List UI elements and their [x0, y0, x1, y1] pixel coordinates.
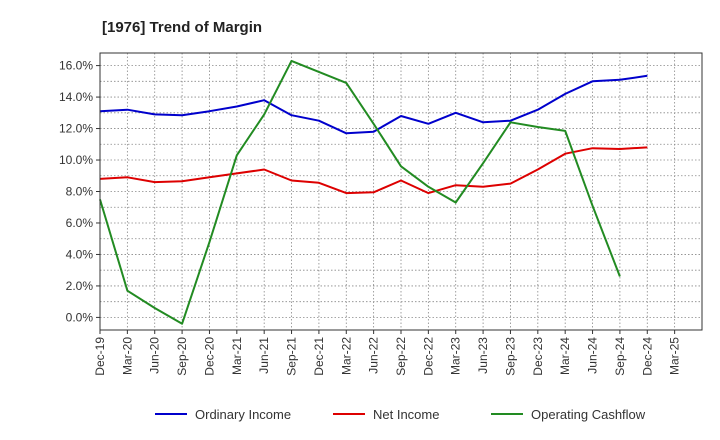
- x-axis-ticks: Dec-19 Mar-20 Jun-20 Sep-20 Dec-20 Mar-21 Jun-…: [93, 330, 682, 376]
- series-line-ordinary-income: [99, 74, 648, 135]
- x-tick-label: Dec-19: [93, 337, 107, 376]
- legend-label-net-income: Net Income: [373, 407, 439, 422]
- legend: Ordinary Income Net Income Operating Cashf…: [155, 407, 646, 422]
- y-tick-label: 14.0%: [59, 90, 93, 104]
- x-tick-label: Jun-22: [367, 337, 381, 374]
- legend-label-ordinary-income: Ordinary Income: [195, 407, 291, 422]
- y-tick-label: 12.0%: [59, 122, 93, 136]
- x-tick-label: Mar-25: [668, 337, 682, 375]
- x-tick-label: Sep-20: [175, 337, 189, 376]
- x-tick-label: Mar-24: [558, 337, 572, 375]
- plot-area-frame: [99, 52, 703, 331]
- y-tick-label: 0.0%: [66, 310, 94, 324]
- y-axis-ticks: 0.0% 2.0% 4.0% 6.0% 8.0% 10.0% 12.0% 14.0% 16.0%: [59, 59, 100, 324]
- x-tick-label: Sep-22: [394, 337, 408, 376]
- series-line-operating-cashflow: [99, 59, 621, 325]
- series-line-net-income: [99, 146, 648, 195]
- y-tick-label: 10.0%: [59, 153, 93, 167]
- x-tick-label: Dec-22: [421, 337, 435, 376]
- x-tick-label: Mar-23: [449, 337, 463, 375]
- y-tick-label: 16.0%: [59, 59, 93, 73]
- y-tick-label: 4.0%: [66, 247, 94, 261]
- x-tick-label: Dec-20: [202, 337, 216, 376]
- x-tick-label: Sep-23: [503, 337, 517, 376]
- y-tick-label: 8.0%: [66, 185, 94, 199]
- x-tick-label: Dec-23: [531, 337, 545, 376]
- series-lines: [99, 59, 648, 325]
- x-tick-label: Mar-21: [230, 337, 244, 375]
- y-tick-label: 2.0%: [66, 279, 94, 293]
- x-tick-label: Sep-24: [613, 337, 627, 376]
- x-tick-label: Jun-23: [476, 337, 490, 374]
- x-tick-label: Jun-24: [586, 337, 600, 374]
- x-tick-label: Dec-24: [640, 337, 654, 376]
- legend-label-operating-cashflow: Operating Cashflow: [531, 407, 646, 422]
- x-tick-label: Jun-20: [148, 337, 162, 374]
- grid-lines: [99, 53, 702, 330]
- x-tick-label: Mar-20: [120, 337, 134, 375]
- y-tick-label: 6.0%: [66, 216, 94, 230]
- x-tick-label: Dec-21: [312, 337, 326, 376]
- x-tick-label: Sep-21: [285, 337, 299, 376]
- chart-title: [1976] Trend of Margin: [102, 19, 262, 36]
- x-tick-label: Mar-22: [339, 337, 353, 375]
- x-tick-label: Jun-21: [257, 337, 271, 374]
